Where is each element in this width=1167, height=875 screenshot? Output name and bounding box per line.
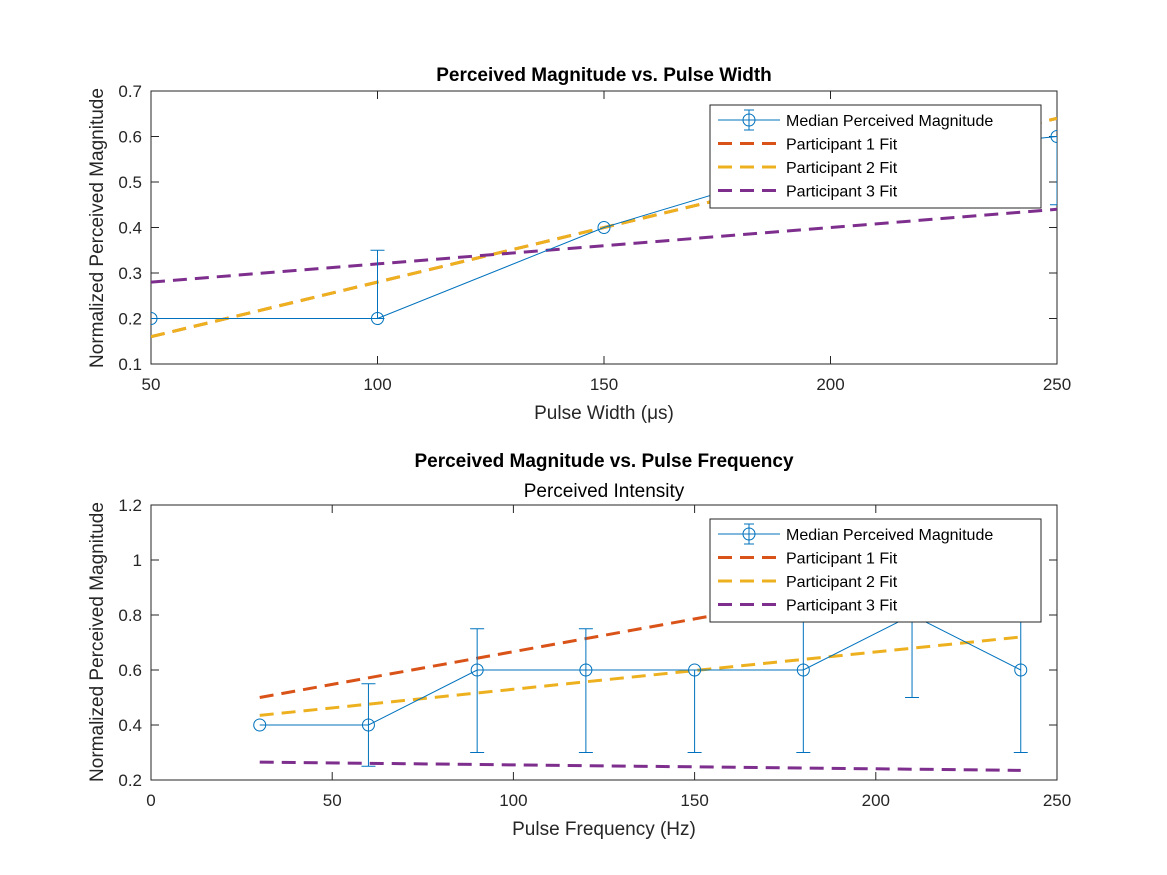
- y-tick-label: 0.4: [118, 219, 142, 238]
- x-tick-label: 150: [590, 375, 618, 394]
- x-tick-label: 250: [1043, 791, 1071, 810]
- legend-swatch-marker: [742, 113, 756, 127]
- legend-label: Participant 3 Fit: [786, 184, 898, 201]
- y-tick-label: 1.2: [118, 496, 142, 515]
- data-point: [579, 663, 593, 677]
- legend-item: Participant 3 Fit: [718, 184, 898, 201]
- legend-item: Participant 2 Fit: [718, 160, 898, 177]
- y-tick-label: 0.5: [118, 173, 142, 192]
- chart-pulse-frequency: Perceived Magnitude vs. Pulse Frequency …: [87, 451, 1071, 840]
- data-point: [371, 312, 384, 325]
- y-tick-label: 0.7: [118, 82, 142, 101]
- legend-label: Participant 3 Fit: [786, 598, 898, 615]
- legend-label: Participant 2 Fit: [786, 574, 898, 591]
- x-tick-label: 200: [816, 375, 844, 394]
- series-line-median: [259, 614, 1021, 726]
- x-tick-label: 150: [680, 791, 708, 810]
- chart-subtitle: Perceived Intensity: [524, 481, 685, 502]
- chart-title: Perceived Magnitude vs. Pulse Frequency: [414, 451, 794, 472]
- x-tick-label: 100: [499, 791, 527, 810]
- data-point: [253, 718, 267, 732]
- plot-area-frame: [150, 504, 1058, 781]
- legend-label: Median Perceived Magnitude: [786, 527, 993, 544]
- data-point: [597, 221, 611, 234]
- legend-item: Participant 2 Fit: [718, 574, 898, 591]
- legend-item: Participant 3 Fit: [718, 598, 898, 615]
- data-point: [688, 663, 702, 677]
- y-axis-label: Normalized Perceived Magnitude: [87, 88, 108, 368]
- legend-label: Participant 2 Fit: [786, 160, 898, 177]
- data-point: [796, 663, 810, 677]
- legend-item: Median Perceived Magnitude: [718, 523, 993, 545]
- chart-title: Perceived Magnitude vs. Pulse Width: [436, 65, 772, 86]
- y-tick-label: 0.8: [118, 606, 142, 625]
- series-line-participant2: [259, 635, 1021, 717]
- x-axis-label: Pulse Frequency (Hz): [512, 819, 696, 840]
- y-tick-label: 0.2: [118, 771, 142, 790]
- y-tick-label: 0.6: [118, 128, 142, 147]
- legend-item: Median Perceived Magnitude: [718, 109, 993, 131]
- data-point: [470, 663, 484, 677]
- x-tick-label: 250: [1043, 375, 1071, 394]
- legend-label: Participant 1 Fit: [786, 551, 898, 568]
- data-point: [361, 718, 375, 732]
- series-line-participant3: [259, 760, 1021, 772]
- x-tick-label: 100: [363, 375, 391, 394]
- y-tick-label: 0.1: [118, 355, 142, 374]
- legend-label: Median Perceived Magnitude: [786, 113, 993, 130]
- x-tick-label: 0: [146, 791, 155, 810]
- x-axis-label: Pulse Width (μs): [534, 403, 674, 424]
- y-tick-label: 0.3: [118, 264, 142, 283]
- y-axis-label: Normalized Perceived Magnitude: [87, 502, 108, 782]
- y-tick-label: 1: [133, 551, 142, 570]
- data-point: [1014, 663, 1028, 677]
- x-tick-label: 200: [862, 791, 890, 810]
- y-tick-label: 0.2: [118, 310, 142, 329]
- series-line-participant3: [151, 207, 1057, 284]
- legend-swatch-marker: [742, 527, 756, 541]
- legend-item: Participant 1 Fit: [718, 137, 898, 154]
- y-tick-label: 0.4: [118, 716, 142, 735]
- legend-box: [709, 518, 1042, 623]
- legend: Median Perceived Magnitude Participant 1 …: [709, 104, 1042, 209]
- data-point: [1050, 130, 1057, 143]
- legend-label: Participant 1 Fit: [786, 137, 898, 154]
- data-point: [151, 312, 158, 325]
- legend: Median Perceived Magnitude Participant 1 …: [709, 518, 1042, 623]
- legend-item: Participant 1 Fit: [718, 551, 898, 568]
- y-tick-label: 0.6: [118, 661, 142, 680]
- x-tick-label: 50: [323, 791, 342, 810]
- x-tick-label: 50: [142, 375, 161, 394]
- chart-pulse-width: Perceived Magnitude vs. Pulse Width Puls…: [87, 65, 1071, 424]
